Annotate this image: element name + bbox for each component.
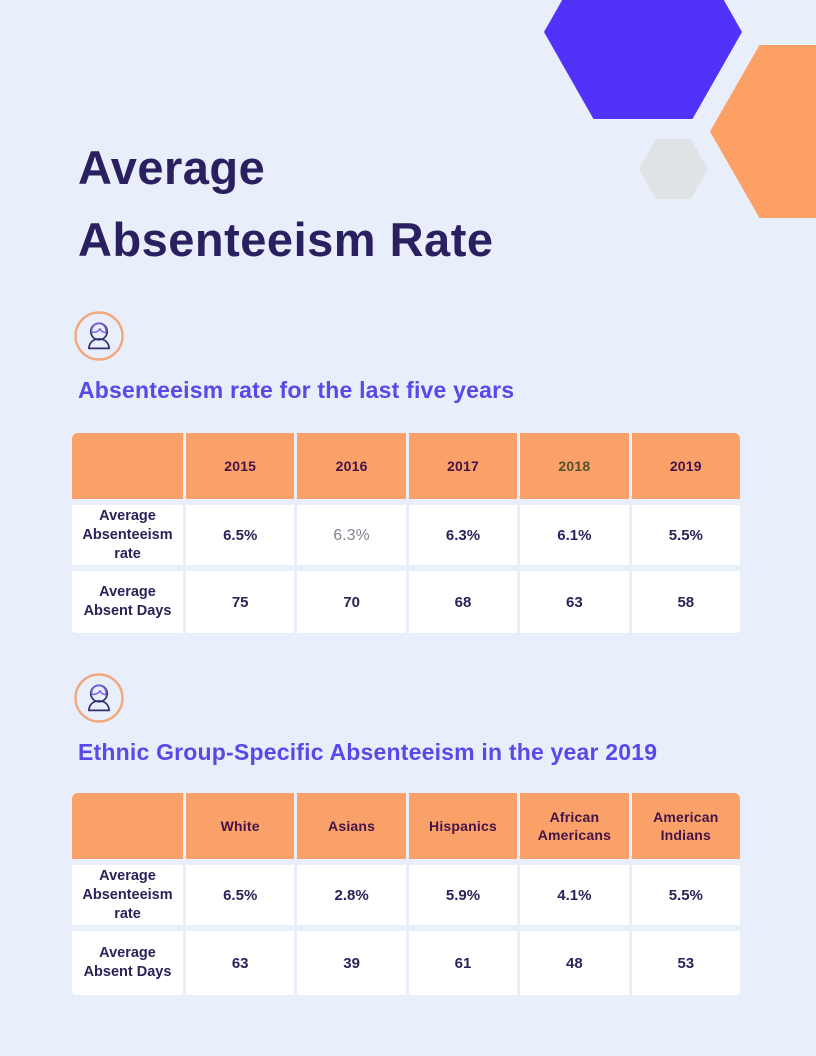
column-header-hispanics: Hispanics bbox=[408, 793, 518, 859]
value-hispanics-days: 61 bbox=[408, 931, 518, 995]
value-hispanics-rate: 5.9% bbox=[408, 865, 518, 925]
value-american-indians-rate: 5.5% bbox=[631, 865, 740, 925]
page-title-line1: Average bbox=[78, 141, 266, 194]
value-2016-days: 70 bbox=[297, 571, 406, 633]
column-header-african-americans: African Americans bbox=[520, 793, 629, 859]
section-heading-ethnic-groups: Ethnic Group-Specific Absenteeism in the… bbox=[78, 739, 658, 765]
row-label-absent-days: Average Absent Days bbox=[72, 931, 183, 995]
value-2017-rate: 6.3% bbox=[408, 505, 518, 565]
value-2017-days: 68 bbox=[408, 571, 518, 633]
column-header-2018: 2018 bbox=[520, 433, 629, 499]
value-2015-days: 75 bbox=[186, 571, 295, 633]
value-white-rate: 6.5% bbox=[186, 865, 295, 925]
column-header-2017: 2017 bbox=[408, 433, 518, 499]
table-header-empty bbox=[72, 433, 183, 499]
column-header-2015: 2015 bbox=[186, 433, 295, 499]
column-header-2019: 2019 bbox=[631, 433, 740, 499]
value-african-americans-rate: 4.1% bbox=[520, 865, 629, 925]
value-white-days: 63 bbox=[186, 931, 295, 995]
value-2016-rate: 6.3% bbox=[297, 505, 406, 565]
person-icon bbox=[74, 311, 124, 361]
value-2015-rate: 6.5% bbox=[186, 505, 295, 565]
value-asians-rate: 2.8% bbox=[297, 865, 406, 925]
column-header-american-indians: American Indians bbox=[631, 793, 740, 859]
value-american-indians-days: 53 bbox=[631, 931, 740, 995]
value-asians-days: 39 bbox=[297, 931, 406, 995]
decor-hexagon-purple bbox=[544, 0, 742, 119]
row-label-absent-days: Average Absent Days bbox=[72, 571, 183, 633]
ethnic-group-table: White Asians Hispanics African Americans… bbox=[72, 793, 740, 995]
section-heading-five-years: Absenteeism rate for the last five years bbox=[78, 377, 515, 403]
value-2019-rate: 5.5% bbox=[631, 505, 740, 565]
page-title-line2: Absenteeism Rate bbox=[78, 213, 494, 266]
column-header-2016: 2016 bbox=[297, 433, 406, 499]
row-label-absenteeism-rate: Average Absenteeism rate bbox=[72, 865, 183, 925]
column-header-asians: Asians bbox=[297, 793, 406, 859]
person-icon bbox=[74, 673, 124, 723]
row-label-absenteeism-rate: Average Absenteeism rate bbox=[72, 505, 183, 565]
value-2018-days: 63 bbox=[520, 571, 629, 633]
table-header-empty bbox=[72, 793, 183, 859]
value-2018-rate: 6.1% bbox=[520, 505, 629, 565]
five-year-table: 2015 2016 2017 2018 2019 Average Absente… bbox=[72, 433, 740, 633]
column-header-white: White bbox=[186, 793, 295, 859]
value-2019-days: 58 bbox=[631, 571, 740, 633]
value-african-americans-days: 48 bbox=[520, 931, 629, 995]
page-title: Average Absenteeism Rate bbox=[78, 132, 816, 276]
decor-hexagon-gray bbox=[639, 139, 708, 199]
